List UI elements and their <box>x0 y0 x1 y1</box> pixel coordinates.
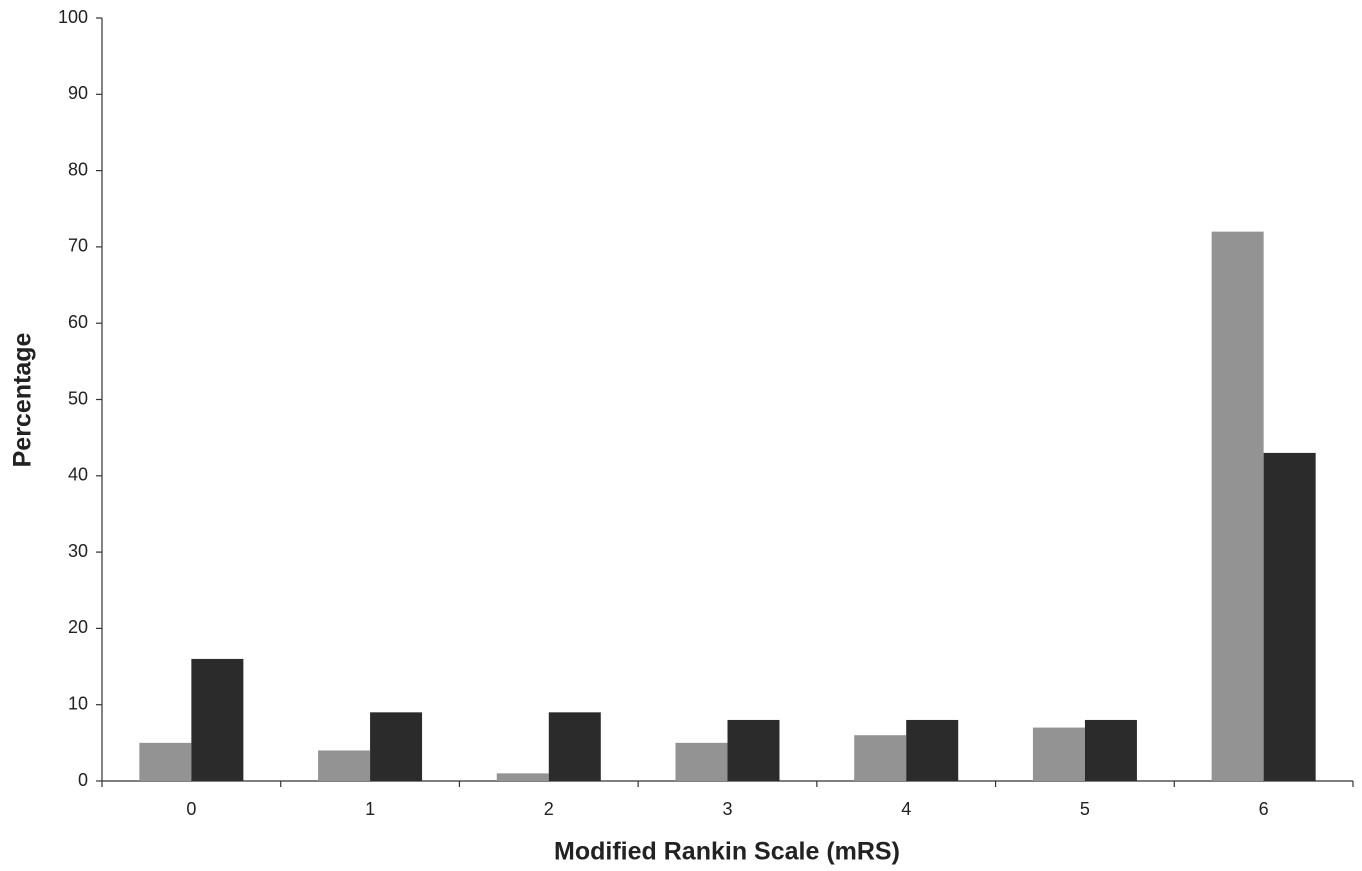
bar <box>548 712 601 781</box>
y-tick-label: 30 <box>68 541 88 561</box>
bar <box>191 658 244 781</box>
bar <box>139 742 192 781</box>
x-axis-title: Modified Rankin Scale (mRS) <box>554 838 900 866</box>
y-tick-label: 70 <box>68 236 88 256</box>
y-tick-label: 90 <box>68 83 88 103</box>
bar <box>854 735 907 781</box>
x-tick-label: 1 <box>365 799 375 819</box>
x-tick-label: 2 <box>544 799 554 819</box>
y-axis-title: Percentage <box>9 333 37 468</box>
x-tick-label: 5 <box>1080 799 1090 819</box>
y-tick-label: 10 <box>68 693 88 713</box>
bar <box>906 719 959 781</box>
bar <box>1032 727 1085 781</box>
y-tick-label: 80 <box>68 159 88 179</box>
y-tick-label: 50 <box>68 388 88 408</box>
bar <box>496 773 549 781</box>
bar <box>1263 452 1316 781</box>
x-tick-label: 3 <box>722 799 732 819</box>
bar <box>318 750 371 781</box>
y-tick-label: 60 <box>68 312 88 332</box>
bar <box>1084 719 1137 781</box>
y-tick-label: 40 <box>68 465 88 485</box>
bar <box>370 712 423 781</box>
x-tick-label: 0 <box>186 799 196 819</box>
x-tick-label: 4 <box>901 799 911 819</box>
bar <box>727 719 780 781</box>
bar <box>675 742 728 781</box>
y-tick-label: 0 <box>78 770 88 790</box>
x-tick-label: 6 <box>1259 799 1269 819</box>
y-tick-label: 100 <box>58 7 88 27</box>
bar <box>1211 231 1264 781</box>
y-tick-label: 20 <box>68 617 88 637</box>
